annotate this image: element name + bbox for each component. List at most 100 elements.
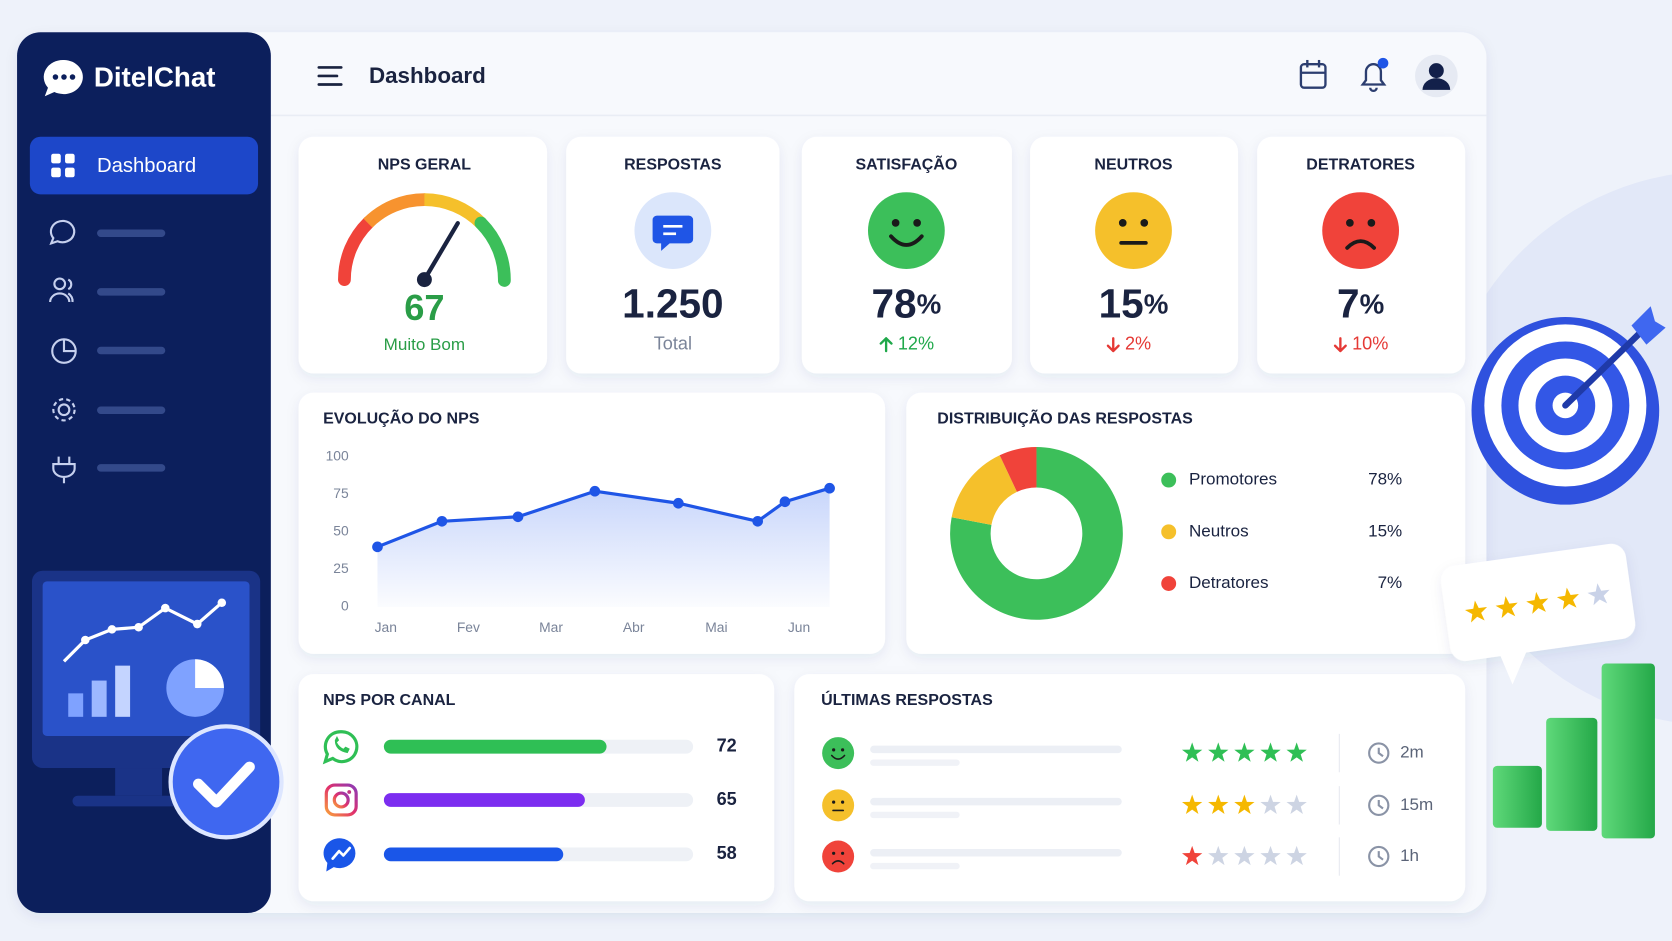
trend-arrow	[879, 337, 893, 353]
avatar-button[interactable]	[1415, 54, 1458, 98]
calendar-button[interactable]	[1299, 59, 1327, 89]
eye	[1140, 219, 1149, 227]
face-icon	[822, 789, 855, 822]
x-tick-label: Jun	[788, 619, 810, 635]
kpi-unit: %	[1360, 289, 1385, 320]
bar-value: 72	[717, 735, 737, 755]
donut-segment	[950, 447, 1123, 620]
nav-icon-integrations[interactable]	[52, 456, 76, 484]
nav-item-active[interactable]	[29, 136, 259, 195]
nav-icon-settings[interactable]	[57, 403, 71, 417]
page-title: Dashboard	[369, 63, 486, 88]
trend-arrow	[1106, 337, 1120, 353]
channel-icon	[322, 730, 359, 765]
face	[1095, 192, 1172, 269]
kpi-number: 15	[1099, 280, 1144, 326]
point	[779, 496, 791, 508]
text-placeholder	[870, 797, 1122, 806]
point	[372, 541, 383, 553]
text-placeholder	[870, 862, 960, 870]
kpi-value: 7%	[1337, 280, 1384, 326]
kpi-title: NEUTROS	[1094, 157, 1172, 174]
menu-button[interactable]	[317, 66, 343, 86]
x-tick-label: Jan	[375, 619, 397, 635]
response-time: 1h	[1400, 846, 1419, 865]
legend-label: Promotores	[1189, 470, 1277, 489]
kpi-number: 1.250	[622, 280, 723, 326]
x-tick-label: Mai	[705, 619, 727, 635]
nav-icons	[49, 219, 77, 484]
kpi-card	[298, 136, 548, 374]
face	[822, 789, 855, 822]
text-placeholder	[870, 811, 960, 819]
legend-swatch	[1161, 472, 1177, 488]
text-placeholder	[870, 849, 1122, 857]
clock-icon	[1368, 794, 1390, 816]
line	[376, 486, 831, 549]
mouth	[830, 754, 846, 760]
instagram-dot	[347, 790, 352, 794]
instagram-icon	[324, 783, 358, 817]
clock-icon	[1368, 845, 1390, 868]
notifications-button[interactable]	[1360, 57, 1389, 92]
clock-hands	[1377, 747, 1384, 758]
clock-icon	[1368, 742, 1390, 764]
messenger-icon	[323, 838, 356, 872]
nav-icon-chat[interactable]	[49, 219, 76, 246]
kpi-number: 7	[1337, 280, 1360, 326]
card-title: NPS POR CANAL	[323, 692, 456, 709]
bar-value: 65	[717, 789, 737, 809]
point	[512, 511, 524, 523]
area-fill	[377, 488, 830, 607]
bar	[383, 739, 607, 754]
mouth	[889, 234, 924, 247]
eye	[841, 748, 845, 752]
rating-bubble	[1441, 543, 1636, 685]
kpi-caption: Total	[654, 333, 692, 353]
logo	[43, 59, 83, 97]
legend-swatch	[1161, 576, 1177, 591]
face	[822, 840, 855, 873]
kpi-title: DETRATORES	[1306, 157, 1415, 174]
mouth	[1345, 239, 1376, 250]
eye	[832, 748, 836, 752]
eye	[841, 800, 845, 804]
kpi-value: 15%	[1099, 280, 1169, 326]
face-icon	[1095, 192, 1172, 269]
legend-label: Neutros	[1189, 521, 1249, 540]
kpi-value: 1.250	[622, 280, 723, 326]
target-illustration	[1471, 306, 1666, 505]
dashboard-icon	[51, 153, 75, 178]
text-placeholder	[870, 759, 960, 766]
gauge-needle	[422, 221, 460, 282]
gauge-hub	[416, 272, 432, 288]
kpi-value: 67	[404, 287, 444, 328]
whatsapp-icon	[322, 730, 359, 765]
value-label: 15%	[1368, 521, 1402, 540]
card-title: EVOLUÇÃO DO NPS	[323, 408, 480, 428]
bar	[383, 847, 564, 862]
y-tick-label: 25	[333, 560, 349, 576]
value-label: 7%	[1378, 573, 1403, 592]
eye	[1367, 219, 1376, 227]
legend-label: Detratores	[1189, 573, 1269, 592]
nav-label[interactable]: Dashboard	[97, 155, 196, 177]
face-icon	[822, 840, 855, 873]
y-tick-label: 50	[333, 522, 349, 538]
gauge-arc	[338, 216, 375, 287]
point	[673, 497, 684, 509]
instagram-lens	[332, 791, 350, 809]
bar-value: 58	[717, 843, 737, 863]
card-title: DISTRIBUIÇÃO DAS RESPOSTAS	[937, 408, 1193, 428]
eye	[913, 219, 921, 227]
kpi-trend: 10%	[1352, 333, 1388, 353]
kpi-caption: Muito Bom	[384, 335, 465, 354]
mouth	[831, 860, 845, 865]
eye	[832, 800, 836, 804]
channel-card	[298, 674, 775, 902]
kpi-trend: 2%	[1125, 333, 1151, 353]
y-tick-label: 75	[333, 485, 349, 501]
point	[752, 515, 764, 527]
nav-icon-users[interactable]	[53, 277, 67, 291]
